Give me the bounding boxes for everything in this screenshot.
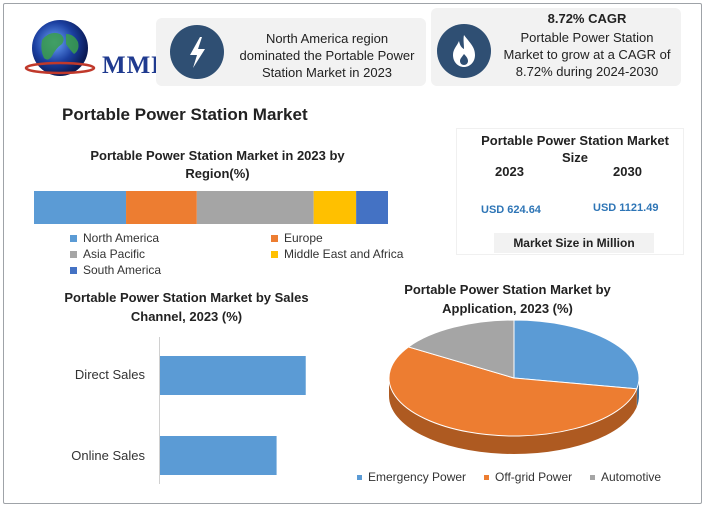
card2-line-3: 8.72% during 2024-2030 [515,64,659,79]
legend-swatch [70,250,77,258]
flame-icon [437,24,491,78]
category-label-direct-sales: Direct Sales [74,367,145,382]
card1-line-2: dominated the Portable Power [239,48,415,63]
region-segment-north-america [34,191,127,224]
legend-emergency-power: Emergency Power [357,470,466,484]
region-segment-south-america [356,191,388,224]
legend-asia-pacific: Asia Pacific [70,247,145,261]
legend-label: Asia Pacific [83,247,146,261]
sales-title-line-2: Channel, 2023 (%) [130,309,243,324]
sales-channel-bars [160,356,306,475]
card2-line-1: Portable Power Station [520,30,654,45]
legend-swatch [271,250,278,258]
pie-slice-off-grid-power [388,346,638,437]
region-highlight-text: North America region dominated the Porta… [236,30,418,81]
cagr-text: Portable Power Station Market to grow at… [497,29,677,80]
legend-middle-east-africa: Middle East and Africa [271,247,403,261]
pie-side-off-grid-power [389,378,637,454]
market-size-title-line-2: Size [561,150,588,165]
legend-north-america: North America [70,231,159,245]
card1-line-3: Station Market in 2023 [261,65,393,80]
value-end: USD 1121.49 [593,202,659,214]
sales-channel-chart-title: Portable Power Station Market by Sales C… [44,288,329,326]
region-stacked-bar [34,191,388,224]
region-title-line-2: Region(%) [185,166,250,181]
lightning-bolt-icon [170,25,224,79]
app-title-line-2: Application, 2023 (%) [442,301,573,316]
region-highlight-card: North America region dominated the Porta… [156,18,426,86]
legend-off-grid-power: Off-grid Power [484,470,572,484]
legend-swatch [70,234,77,242]
legend-swatch [70,266,77,274]
region-segment-middle-east-and-africa [313,191,357,224]
pie-slice-emergency-power [513,319,640,390]
bar-online-sales [160,436,277,475]
cagr-card: 8.72% CAGR Portable Power Station Market… [431,8,681,86]
year-end: 2030 [613,164,642,179]
application-chart-title: Portable Power Station Market by Applica… [380,280,635,318]
application-pie-chart [388,319,640,454]
legend-label: Automotive [601,470,662,484]
market-size-title: Portable Power Station Market Size [460,132,690,166]
legend-label: Emergency Power [368,470,467,484]
legend-label: Off-grid Power [495,470,573,484]
sales-title-line-1: Portable Power Station Market by Sales [64,290,309,305]
year-start: 2023 [495,164,524,179]
legend-swatch [590,474,595,480]
legend-label: Middle East and Africa [284,247,404,261]
legend-swatch [357,474,362,480]
region-chart-title: Portable Power Station Market in 2023 by… [60,147,375,183]
globe-icon [24,20,96,76]
region-title-line-1: Portable Power Station Market in 2023 by [90,148,345,163]
legend-label: North America [83,231,160,245]
legend-automotive: Automotive [590,470,661,484]
mmr-logo: MMR [24,12,169,86]
cagr-heading: 8.72% CAGR [547,11,627,26]
market-size-footer: Market Size in Million [494,233,654,253]
legend-swatch [484,474,489,480]
legend-swatch [271,234,278,242]
category-axis-line [159,337,160,484]
app-title-line-1: Portable Power Station Market by [404,282,611,297]
value-start: USD 624.64 [481,204,541,216]
region-segment-asia-pacific [196,191,314,224]
legend-south-america: South America [70,263,161,277]
legend-label: South America [83,263,162,277]
card2-line-2: Market to grow at a CAGR of [503,47,671,62]
bar-direct-sales [160,356,306,395]
card1-line-1: North America region [265,31,389,46]
market-size-title-line-1: Portable Power Station Market [481,133,669,148]
pie-slice-automotive [407,319,515,379]
legend-label: Europe [284,231,323,245]
page-title: Portable Power Station Market [62,105,308,124]
category-label-online-sales: Online Sales [71,448,145,463]
region-segment-europe [126,191,197,224]
legend-europe: Europe [271,231,323,245]
